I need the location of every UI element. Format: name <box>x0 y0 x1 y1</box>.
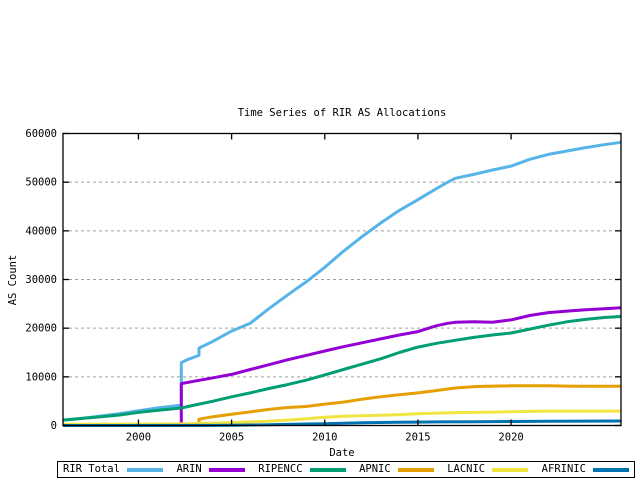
legend-label-ripencc: RIPENCC <box>258 463 303 476</box>
series-line-apnic <box>62 384 621 427</box>
y-tick-label: 50000 <box>25 177 57 189</box>
y-tick-label: 20000 <box>25 323 57 335</box>
series-line-arin <box>62 306 622 427</box>
series-line-ripencc <box>62 315 622 422</box>
legend: RIR Total ARIN RIPENCC APNIC LACNIC AFRI… <box>57 461 635 478</box>
x-tick-label: 2005 <box>219 432 244 444</box>
legend-swatch-arin <box>208 467 245 472</box>
legend-swatch-lacnic <box>492 467 529 472</box>
y-tick-label: 40000 <box>25 225 57 237</box>
legend-item-arin: ARIN <box>176 463 245 476</box>
legend-label-apnic: APNIC <box>359 463 391 476</box>
x-tick-label: 2015 <box>405 432 430 444</box>
legend-swatch-ripencc <box>309 467 346 472</box>
legend-item-ripencc: RIPENCC <box>258 463 346 476</box>
legend-item-rir-total: RIR Total <box>63 464 163 475</box>
legend-item-apnic: APNIC <box>359 464 434 475</box>
legend-swatch-apnic <box>397 467 434 472</box>
legend-item-lacnic: LACNIC <box>447 463 529 476</box>
legend-label-arin: ARIN <box>176 463 202 476</box>
y-tick-label: 10000 <box>25 371 57 383</box>
y-tick-label: 60000 <box>25 128 57 140</box>
x-tick-label: 2010 <box>312 432 337 444</box>
legend-item-afrinic: AFRINIC <box>542 464 629 475</box>
series-line-rir-total <box>62 140 622 422</box>
chart-title: Time Series of RIR AS Allocations <box>237 107 447 119</box>
x-tick-label: 2020 <box>498 432 523 444</box>
legend-label-afrinic: AFRINIC <box>541 463 586 476</box>
legend-swatch-rir-total <box>126 467 163 472</box>
y-tick-label: 0 <box>51 420 57 432</box>
x-tick-label: 2000 <box>126 432 151 444</box>
legend-label-rir-total: RIR Total <box>63 463 120 476</box>
legend-swatch-afrinic <box>592 467 629 472</box>
x-axis-label: Date <box>329 447 355 459</box>
legend-label-lacnic: LACNIC <box>447 463 486 476</box>
y-tick-label: 30000 <box>25 274 57 286</box>
